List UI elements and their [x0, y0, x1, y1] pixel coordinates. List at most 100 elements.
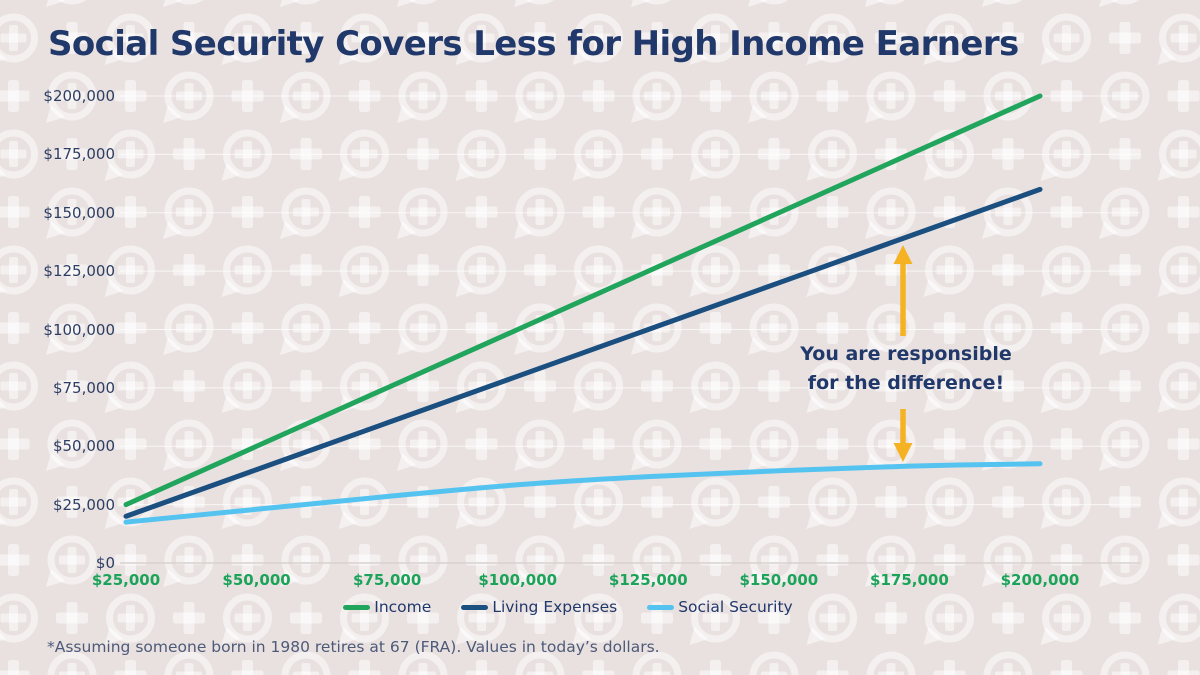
speech-bubble-icon	[0, 245, 38, 295]
plus-icon	[348, 312, 381, 344]
speech-bubble-icon	[865, 187, 916, 239]
legend-item-income: Income	[343, 598, 431, 616]
x-axis-label: $75,000	[352, 571, 422, 589]
arrowhead-down-icon	[893, 443, 913, 462]
plus-icon	[173, 22, 205, 54]
speech-bubble-icon	[923, 13, 974, 65]
speech-bubble-icon	[46, 303, 97, 355]
speech-bubble-icon	[748, 0, 789, 7]
series-line-living-expenses	[123, 186, 1043, 519]
x-axis-label: $125,000	[608, 571, 688, 589]
speech-bubble-icon	[1099, 303, 1150, 355]
speech-bubble-icon	[1040, 13, 1091, 65]
plus-icon	[231, 312, 264, 344]
plus-icon	[582, 312, 615, 344]
plus-icon	[758, 602, 790, 634]
plus-icon	[699, 196, 732, 228]
y-axis-label: $50,000	[52, 437, 115, 456]
plus-icon	[699, 312, 732, 344]
plus-icon	[407, 254, 439, 286]
plus-icon	[173, 254, 205, 286]
speech-bubble-icon	[1099, 0, 1140, 7]
plus-icon	[758, 22, 790, 54]
y-axis-label: $75,000	[52, 378, 115, 397]
speech-bubble-icon	[46, 535, 97, 587]
speech-bubble-icon	[0, 129, 38, 179]
plus-icon	[290, 602, 322, 634]
plus-icon	[465, 196, 498, 228]
plus-icon	[992, 602, 1024, 634]
plus-icon	[582, 660, 615, 675]
speech-bubble-icon	[280, 187, 331, 239]
speech-bubble-icon	[923, 593, 974, 645]
speech-bubble-icon	[46, 0, 87, 7]
speech-bubble-icon	[46, 419, 97, 471]
speech-bubble-icon	[221, 245, 272, 297]
speech-bubble-icon	[1157, 13, 1200, 65]
speech-bubble-icon	[397, 187, 448, 239]
plus-icon	[0, 80, 30, 112]
speech-bubble-icon	[515, 651, 565, 675]
plus-icon	[641, 602, 673, 634]
legend-label: Social Security	[678, 598, 793, 616]
x-axis-label: $50,000	[222, 571, 291, 589]
speech-bubble-icon	[982, 187, 1033, 239]
speech-bubble-icon	[865, 0, 906, 7]
plus-icon	[290, 370, 322, 402]
annotation-line-2: for the difference!	[807, 371, 1005, 394]
y-axis-label: $150,000	[43, 203, 115, 222]
speech-bubble-icon	[1157, 593, 1200, 645]
x-axis-label: $175,000	[870, 571, 949, 589]
difference-annotation: You are responsible for the difference!	[775, 340, 1037, 397]
speech-bubble-icon	[280, 0, 321, 7]
speech-bubble-icon	[1099, 187, 1150, 239]
speech-bubble-icon	[865, 535, 916, 587]
speech-bubble-icon	[47, 651, 97, 675]
plus-icon	[816, 660, 849, 675]
speech-bubble-icon	[689, 361, 740, 413]
speech-bubble-icon	[221, 593, 272, 645]
y-axis-label: $25,000	[52, 495, 115, 514]
speech-bubble-icon	[748, 419, 799, 471]
legend-item-living-expenses: Living Expenses	[461, 598, 617, 616]
plus-icon	[1109, 370, 1141, 402]
speech-bubble-icon	[631, 187, 682, 239]
plus-icon	[1167, 660, 1200, 675]
speech-bubble-icon	[1157, 477, 1200, 529]
annotation-line-1: You are responsible	[800, 343, 1012, 365]
legend-swatch-icon	[647, 604, 675, 610]
plus-icon	[524, 602, 556, 634]
plus-icon	[231, 660, 264, 675]
chart-legend: Income Living Expenses Social Security	[126, 598, 1010, 616]
plus-icon	[933, 660, 966, 675]
series-line-income	[123, 93, 1043, 508]
speech-bubble-icon	[806, 13, 857, 65]
speech-bubble-icon	[163, 0, 204, 7]
speech-bubble-icon	[982, 0, 1023, 7]
speech-bubble-icon	[572, 13, 623, 65]
speech-bubble-icon	[982, 303, 1033, 355]
plus-icon	[348, 196, 381, 228]
plus-icon	[114, 660, 147, 675]
plus-icon	[1167, 544, 1200, 576]
speech-bubble-icon	[866, 651, 916, 675]
plus-icon	[875, 254, 907, 286]
speech-bubble-icon	[689, 245, 740, 297]
plus-icon	[758, 254, 790, 286]
legend-label: Living Expenses	[492, 598, 618, 616]
plus-icon	[1109, 602, 1141, 634]
speech-bubble-icon	[163, 187, 214, 239]
speech-bubble-icon	[164, 651, 214, 675]
plus-icon	[348, 660, 381, 675]
speech-bubble-icon	[280, 303, 331, 355]
plus-icon	[1050, 312, 1083, 344]
speech-bubble-icon	[221, 13, 272, 65]
speech-bubble-icon	[1157, 361, 1200, 413]
plus-icon	[1167, 196, 1200, 228]
series-line-social-security	[123, 461, 1043, 525]
plus-icon	[875, 370, 907, 402]
plus-icon	[407, 22, 439, 54]
plus-icon	[465, 312, 498, 344]
plus-icon	[875, 602, 907, 634]
